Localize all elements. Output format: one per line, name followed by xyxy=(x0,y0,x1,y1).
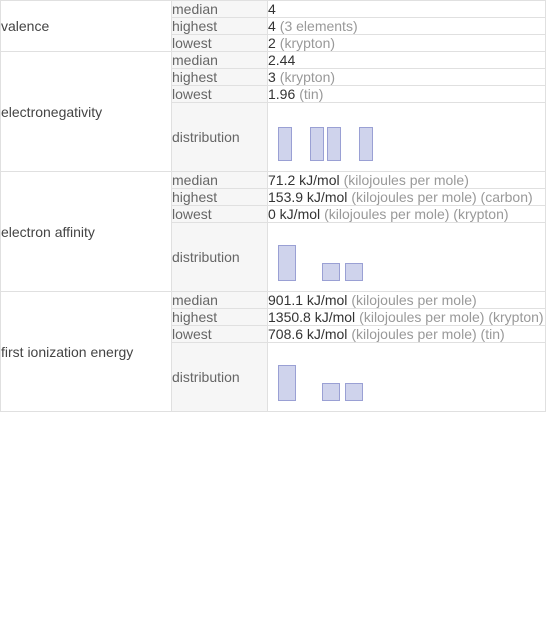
stat-note: (kilojoules per mole) (carbon) xyxy=(351,189,532,205)
stat-label: highest xyxy=(172,69,268,86)
stat-value-cell: 901.1 kJ/mol(kilojoules per mole) xyxy=(268,292,546,309)
stat-note: (kilojoules per mole) (krypton) xyxy=(359,309,543,325)
properties-table: valencemedian4highest4(3 elements)lowest… xyxy=(0,0,546,412)
stat-value-cell: 2.44 xyxy=(268,52,546,69)
distribution-chart xyxy=(268,223,545,291)
property-name: valence xyxy=(1,1,172,52)
stat-value: 4 xyxy=(268,18,276,34)
stat-label: distribution xyxy=(172,223,268,292)
stat-note: (kilojoules per mole) xyxy=(351,292,476,308)
stat-label: lowest xyxy=(172,86,268,103)
stat-value-cell: 708.6 kJ/mol(kilojoules per mole) (tin) xyxy=(268,326,546,343)
distribution-bar xyxy=(322,263,340,281)
distribution-cell xyxy=(268,103,546,172)
distribution-chart xyxy=(268,343,545,411)
table-row: electronegativitymedian2.44 xyxy=(1,52,546,69)
stat-note: (krypton) xyxy=(280,69,335,85)
stat-value-cell: 4(3 elements) xyxy=(268,18,546,35)
stat-value-cell: 2(krypton) xyxy=(268,35,546,52)
distribution-bar xyxy=(345,263,363,281)
stat-note: (krypton) xyxy=(280,35,335,51)
distribution-bar xyxy=(278,127,292,161)
table-row: electron affinitymedian71.2 kJ/mol(kiloj… xyxy=(1,172,546,189)
stat-value: 3 xyxy=(268,69,276,85)
stat-note: (kilojoules per mole) (krypton) xyxy=(324,206,508,222)
distribution-chart xyxy=(268,103,545,171)
stat-label: distribution xyxy=(172,343,268,412)
stat-value: 1350.8 kJ/mol xyxy=(268,309,355,325)
distribution-bar xyxy=(359,127,373,161)
stat-label: highest xyxy=(172,189,268,206)
stat-label: lowest xyxy=(172,326,268,343)
stat-value: 1.96 xyxy=(268,86,295,102)
distribution-cell xyxy=(268,223,546,292)
property-name: first ionization energy xyxy=(1,292,172,412)
stat-value: 901.1 kJ/mol xyxy=(268,292,347,308)
table-row: valencemedian4 xyxy=(1,1,546,18)
distribution-bar xyxy=(322,383,340,401)
distribution-bar xyxy=(310,127,324,161)
stat-label: median xyxy=(172,292,268,309)
distribution-bar xyxy=(327,127,341,161)
stat-value: 71.2 kJ/mol xyxy=(268,172,340,188)
stat-value-cell: 153.9 kJ/mol(kilojoules per mole) (carbo… xyxy=(268,189,546,206)
stat-label: median xyxy=(172,1,268,18)
stat-note: (kilojoules per mole) xyxy=(344,172,469,188)
stat-value: 2 xyxy=(268,35,276,51)
stat-label: lowest xyxy=(172,206,268,223)
stat-value: 4 xyxy=(268,1,276,17)
stat-label: distribution xyxy=(172,103,268,172)
stat-value-cell: 71.2 kJ/mol(kilojoules per mole) xyxy=(268,172,546,189)
stat-note: (tin) xyxy=(299,86,323,102)
stat-value-cell: 0 kJ/mol(kilojoules per mole) (krypton) xyxy=(268,206,546,223)
distribution-bar xyxy=(278,245,296,281)
property-name: electron affinity xyxy=(1,172,172,292)
stat-value: 153.9 kJ/mol xyxy=(268,189,347,205)
stat-label: median xyxy=(172,172,268,189)
stat-note: (3 elements) xyxy=(280,18,358,34)
distribution-bar xyxy=(345,383,363,401)
stat-label: highest xyxy=(172,309,268,326)
stat-value: 2.44 xyxy=(268,52,295,68)
property-name: electronegativity xyxy=(1,52,172,172)
stat-value: 708.6 kJ/mol xyxy=(268,326,347,342)
stat-label: median xyxy=(172,52,268,69)
stat-label: lowest xyxy=(172,35,268,52)
stat-value-cell: 4 xyxy=(268,1,546,18)
table-row: first ionization energymedian901.1 kJ/mo… xyxy=(1,292,546,309)
distribution-bar xyxy=(278,365,296,401)
stat-value-cell: 3(krypton) xyxy=(268,69,546,86)
distribution-cell xyxy=(268,343,546,412)
stat-note: (kilojoules per mole) (tin) xyxy=(351,326,504,342)
stat-value: 0 kJ/mol xyxy=(268,206,320,222)
stat-value-cell: 1.96(tin) xyxy=(268,86,546,103)
stat-label: highest xyxy=(172,18,268,35)
stat-value-cell: 1350.8 kJ/mol(kilojoules per mole) (kryp… xyxy=(268,309,546,326)
